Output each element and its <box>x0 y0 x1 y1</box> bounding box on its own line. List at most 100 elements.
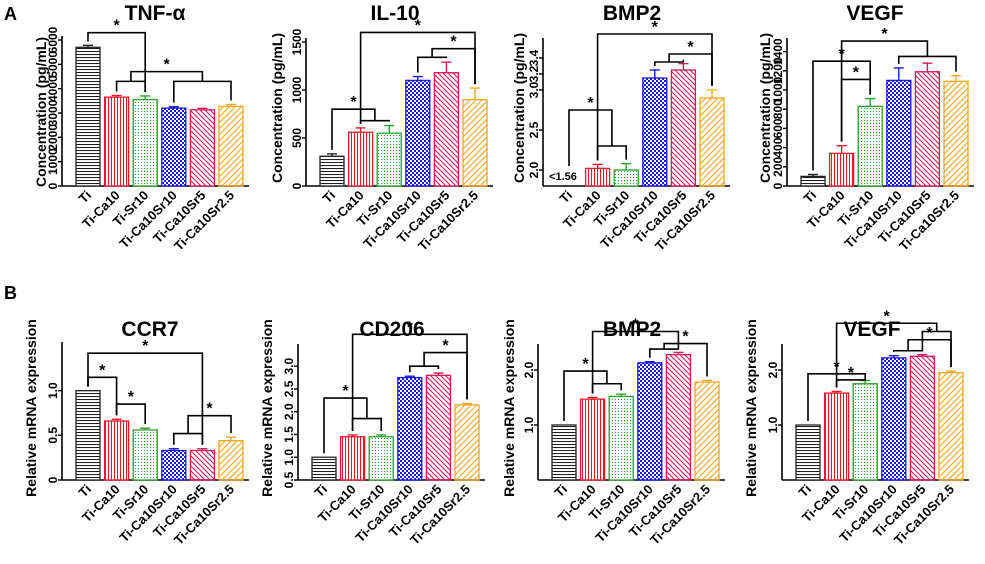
x-tick-label: Ti <box>552 482 571 501</box>
significance-bracket <box>359 31 476 124</box>
bar-ti <box>800 175 826 187</box>
y-tick-label: 1500 <box>290 28 304 55</box>
significance-star: * <box>682 329 689 346</box>
bar-ti-ca10sr5 <box>665 353 692 481</box>
significance-bracket <box>596 145 627 161</box>
chart-bmp2-mrna: BMP2 Relative mRNA expression 1.02.0TiTi… <box>501 317 725 548</box>
chart-il-10: IL-10 Concentration (pg/mL) 0 500 1000 1500… <box>269 2 493 254</box>
bar-ti-ca10sr5 <box>914 71 941 187</box>
significance-bracket <box>835 322 938 388</box>
significance-bracket <box>351 333 468 431</box>
bar-ti-sr10 <box>132 429 158 481</box>
chart-bmp2-protein: BMP2 Concentration (pg/mL) 2.0 2.5 3.03.23… <box>511 2 730 254</box>
bar-ti-ca10 <box>823 392 850 481</box>
significance-bracket <box>893 349 924 352</box>
y-tick-label: 6000 <box>46 26 60 53</box>
bar-ti-ca10sr2-5 <box>943 80 969 187</box>
bar-ti-sr10 <box>852 383 878 481</box>
significance-bracket <box>323 397 368 454</box>
bar-ti-ca10 <box>828 152 855 187</box>
y-tick-label: 3.0 <box>527 81 541 98</box>
significance-star: * <box>881 26 888 43</box>
significance-star: * <box>652 19 659 36</box>
y-tick-label: 2.0 <box>527 161 541 178</box>
bar-ti <box>551 424 577 481</box>
significance-bracket <box>130 70 204 82</box>
significance-bracket <box>115 80 146 92</box>
y-tick-label: 1.0 <box>522 416 536 433</box>
significance-bracket <box>591 330 680 394</box>
bar-ti-ca10sr2-5 <box>218 105 244 187</box>
y-tick-label: 2000 <box>46 124 60 151</box>
y-tick-label: 1.0 <box>46 382 60 399</box>
below-limit-label: <1.56 <box>549 171 577 183</box>
bar-ti-ca10sr5 <box>670 69 697 187</box>
bar-ti <box>311 456 337 481</box>
bar-ti <box>319 155 345 187</box>
significance-bracket <box>417 56 448 73</box>
y-tick-label: 0.5 <box>46 427 60 444</box>
y-tick-label: 0 <box>46 476 60 483</box>
significance-star: * <box>113 18 120 35</box>
y-tick-label: 400 <box>771 137 785 157</box>
bar-ti-ca10 <box>579 398 606 481</box>
y-tick-label: 2.5 <box>282 380 296 397</box>
x-tick-label: Ti <box>557 188 576 207</box>
y-tick-label: 1.0 <box>766 416 780 433</box>
x-tick-label: Ti <box>76 188 95 207</box>
significance-star: * <box>587 95 594 112</box>
chart-title: VEGF <box>846 2 903 25</box>
y-tick-label: 0.5 <box>282 471 296 488</box>
significance-star: * <box>632 317 639 334</box>
y-tick-label: 4000 <box>46 75 60 102</box>
chart-tnf-alpha: TNF-α Concentration (pg/mL) 0 10002000300… <box>33 2 249 254</box>
significance-star: * <box>164 57 171 74</box>
bar-ti-ca10sr10 <box>886 79 912 187</box>
y-tick-label: 0 <box>290 182 304 189</box>
bar-ti-ca10sr2-5 <box>694 381 720 481</box>
bar-ti-sr10 <box>613 169 639 187</box>
bar-ti-sr10 <box>857 105 883 187</box>
bar-ti-ca10sr5 <box>433 72 460 187</box>
significance-bracket <box>596 33 713 161</box>
y-axis-label: Relative mRNA expression <box>501 319 517 497</box>
chart-cd206: CD206 Relative mRNA expression 0.5 1.0 1.5… <box>259 318 485 548</box>
bar-ti-sr10 <box>368 436 394 481</box>
y-tick-label: 3000 <box>46 99 60 126</box>
y-tick-label: 2.0 <box>766 361 780 378</box>
significance-bracket <box>409 365 440 373</box>
chart-title: VEGF <box>843 318 900 341</box>
x-tick-label: Ti <box>801 188 820 207</box>
bar-ti-ca10sr5 <box>189 109 216 187</box>
significance-bracket <box>351 417 382 431</box>
bar-ti-sr10 <box>376 132 402 187</box>
significance-star: * <box>407 319 414 336</box>
significance-bracket <box>663 342 708 377</box>
bar-ti-ca10sr2-5 <box>454 404 480 481</box>
y-tick-label: 1.5 <box>282 426 296 443</box>
bar-ti-ca10sr10 <box>161 449 187 481</box>
bar-ti-ca10sr2-5 <box>938 372 964 481</box>
bar-ti-ca10sr10 <box>397 376 423 481</box>
significance-star: * <box>442 338 449 355</box>
bar-ti <box>75 46 101 187</box>
significance-bracket <box>568 109 613 166</box>
y-tick-label: 600 <box>771 118 785 138</box>
y-tick-label: 1200 <box>771 57 785 84</box>
bar-ti-ca10sr10 <box>405 79 431 187</box>
y-tick-label: 1400 <box>771 38 785 65</box>
y-tick-label: 1.0 <box>282 449 296 466</box>
x-tick-label: Ti <box>76 482 95 501</box>
significance-star: * <box>926 325 933 342</box>
x-tick-label: Ti <box>312 482 331 501</box>
significance-star: * <box>687 39 694 56</box>
chart-vegf-mrna: VEGF Relative mRNA expression 1.02.0TiTi… <box>743 308 969 548</box>
significance-bracket <box>115 403 146 425</box>
y-axis-label: Concentration (pg/mL) <box>269 33 285 183</box>
y-tick-label: 2.5 <box>527 121 541 138</box>
y-tick-label: 5000 <box>46 51 60 78</box>
bar-ti-ca10sr10 <box>637 362 663 481</box>
significance-star: * <box>582 356 589 373</box>
chart-vegf-protein: VEGF Concentration (pg/mL) 0 200400600800… <box>757 2 974 254</box>
significance-bracket <box>173 432 204 445</box>
